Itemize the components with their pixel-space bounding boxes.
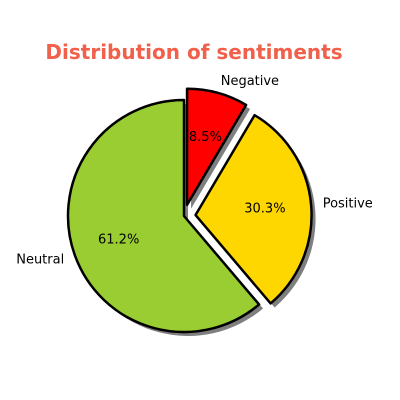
- slice-percent-negative: 8.5%: [189, 130, 222, 145]
- pie-slice-neutral: [66, 98, 261, 334]
- slice-percent-neutral: 61.2%: [98, 232, 139, 247]
- pie-slice-negative: [185, 87, 248, 207]
- chart-title: Distribution of sentiments: [45, 40, 342, 64]
- pie-slice-positive: [194, 113, 313, 305]
- slice-label-negative: Negative: [221, 74, 279, 89]
- slice-label-positive: Positive: [323, 197, 373, 212]
- slice-layer: [66, 87, 313, 334]
- label-layer: Negative 8.5% Positive 30.3% Neutral 61.2%: [16, 74, 373, 267]
- slice-percent-positive: 30.3%: [244, 202, 285, 217]
- slice-label-neutral: Neutral: [16, 252, 64, 267]
